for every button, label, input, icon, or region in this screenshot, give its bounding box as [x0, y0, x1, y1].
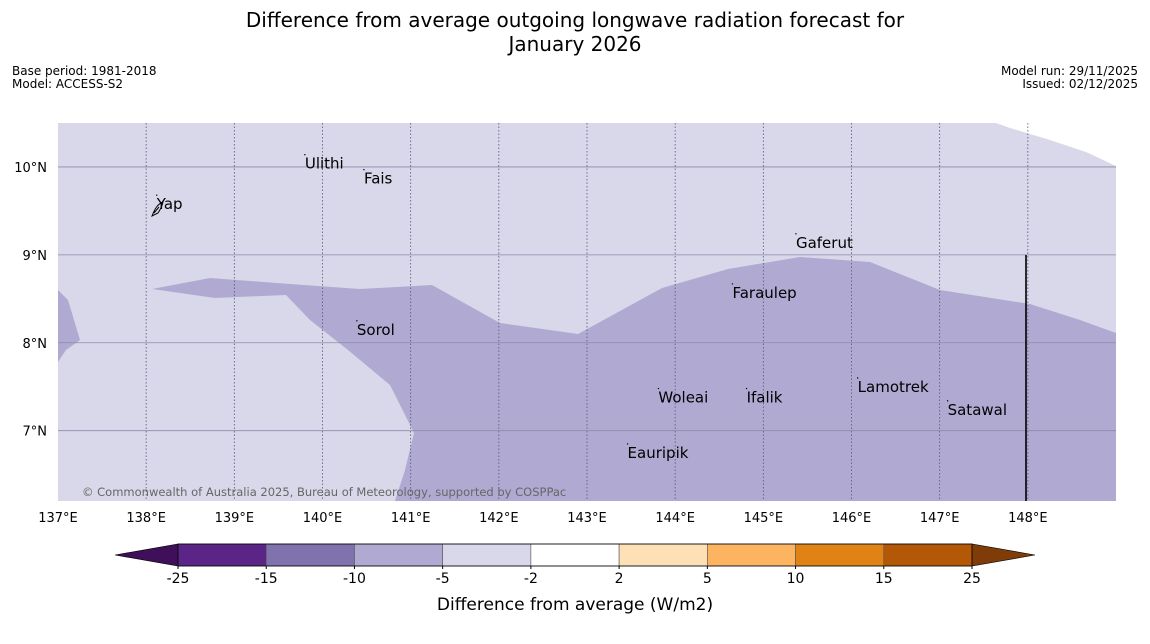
colorbar-low-extension — [114, 543, 179, 567]
colorbar-bin — [265, 543, 355, 567]
colorbar-tick-label: 15 — [875, 571, 893, 587]
colorbar-bin — [177, 543, 267, 567]
longitude-tick-label: 139°E — [215, 511, 255, 526]
latitude-tick-label: 9°N — [23, 249, 48, 264]
title-line-2: January 2026 — [508, 32, 642, 56]
longitude-tick-label: 140°E — [303, 511, 343, 526]
latitude-tick-label: 10°N — [14, 161, 47, 176]
colorbar-tick-label: -2 — [524, 571, 538, 587]
colorbar-bin — [883, 543, 973, 567]
island-marker — [731, 283, 734, 285]
longitude-tick-label: 141°E — [391, 511, 431, 526]
title-line-1: Difference from average outgoing longwav… — [245, 8, 905, 32]
island-marker — [626, 443, 629, 445]
island-marker — [745, 387, 748, 390]
chart-title: Difference from average outgoing longwav… — [150, 8, 1000, 56]
anomaly-region-minus2-to-2 — [996, 123, 1116, 166]
left-metadata: Base period: 1981-2018 Model: ACCESS-S2 — [12, 65, 157, 91]
base-period: Base period: 1981-2018 — [12, 64, 157, 78]
grid-lines — [58, 123, 1116, 501]
island-marker — [363, 168, 365, 171]
model-name: Model: ACCESS-S2 — [12, 77, 124, 91]
colorbar-label: Difference from average (W/m2) — [437, 595, 713, 615]
longitude-tick-label: 137°E — [38, 511, 78, 526]
colorbar-bin — [707, 543, 796, 567]
colorbar-bin — [354, 543, 443, 567]
place-label-sorol: Sorol — [357, 321, 395, 339]
issued-date: Issued: 02/12/2025 — [1022, 77, 1138, 91]
colorbar-tick-label: 2 — [615, 571, 624, 587]
copyright-text: © Commonwealth of Australia 2025, Bureau… — [82, 485, 566, 499]
latitude-tick-label: 7°N — [23, 425, 48, 440]
colorbar-tick-label: -5 — [436, 571, 450, 587]
colorbar-bin — [795, 543, 885, 567]
anomaly-region-minus10-to-minus5 — [152, 257, 1116, 501]
place-labels: Ulithi Fais Yap Gaferut Faraulep Sorol Lamotre… — [156, 154, 1007, 462]
longitude-tick-label: 146°E — [832, 511, 872, 526]
island-marker — [856, 377, 859, 379]
anomaly-region-west-edge — [58, 290, 80, 362]
place-label-gaferut: Gaferut — [796, 234, 853, 252]
island-marker — [356, 320, 358, 322]
colorbar-tick-label: 5 — [703, 571, 712, 587]
place-label-fais: Fais — [364, 170, 393, 188]
place-label-woleai: Woleai — [658, 389, 708, 407]
place-label-yap: Yap — [156, 195, 183, 213]
place-label-ulithi: Ulithi — [305, 155, 344, 173]
longitude-axis: 137°E 138°E 139°E 140°E 141°E 142°E 143°E 144°E… — [38, 511, 1047, 526]
colorbar: -25 -15 -10 -5 -2 2 5 10 15 25 — [114, 543, 1036, 587]
colorbar-bin — [442, 543, 532, 567]
colorbar-tick-label: -15 — [255, 571, 278, 587]
model-run: Model run: 29/11/2025 — [1000, 64, 1138, 78]
map-area: © Commonwealth of Australia 2025, Bureau… — [58, 123, 1116, 501]
longitude-tick-label: 142°E — [479, 511, 519, 526]
island-marker — [946, 400, 949, 402]
longitude-tick-label: 138°E — [126, 511, 166, 526]
colorbar-tick-label: -10 — [343, 571, 366, 587]
right-metadata: Model run: 29/11/2025 Issued: 02/12/2025 — [1001, 65, 1138, 91]
island-marker — [156, 194, 158, 196]
colorbar-tick-label: 10 — [787, 571, 805, 587]
latitude-tick-label: 8°N — [23, 337, 48, 352]
colorbar-bin — [530, 543, 620, 567]
colorbar-tick-label: 25 — [963, 571, 981, 587]
place-label-faraulep: Faraulep — [732, 284, 796, 302]
longitude-tick-label: 147°E — [920, 511, 960, 526]
latitude-axis: 10°N 9°N 8°N 7°N — [14, 161, 47, 440]
place-label-satawal: Satawal — [948, 401, 1007, 419]
longitude-tick-label: 143°E — [567, 511, 607, 526]
colorbar-bin — [618, 543, 708, 567]
longitude-tick-label: 145°E — [744, 511, 784, 526]
colorbar-tick-label: -25 — [167, 571, 190, 587]
colorbar-frame — [177, 543, 973, 567]
longitude-tick-label: 144°E — [655, 511, 695, 526]
place-label-eauripik: Eauripik — [628, 444, 689, 462]
island-marker — [657, 387, 660, 390]
longitude-tick-label: 148°E — [1008, 511, 1048, 526]
yap-island-outline — [151, 201, 164, 218]
place-label-ifalik: Ifalik — [747, 389, 783, 407]
colorbar-high-extension — [971, 543, 1036, 567]
place-label-lamotrek: Lamotrek — [858, 378, 929, 396]
island-marker — [304, 154, 306, 156]
island-marker — [795, 233, 797, 235]
